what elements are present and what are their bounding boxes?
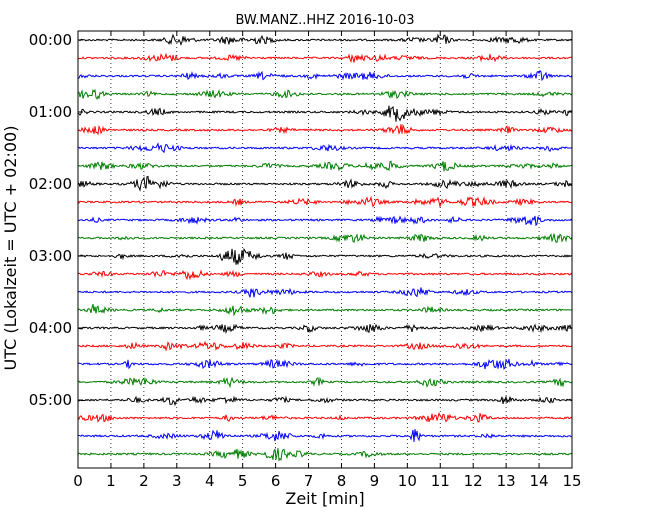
seismic-trace: [77, 105, 573, 122]
x-tick-label: 13: [497, 472, 516, 490]
x-tick-label: 12: [464, 472, 483, 490]
y-tick-labels: 00:00 01:00 02:00 03:00 04:00 05:00: [29, 31, 72, 409]
seismic-trace: [77, 69, 573, 82]
seismic-trace: [77, 160, 573, 172]
seismic-trace: [77, 142, 573, 154]
seismic-trace: [77, 52, 573, 64]
plot-frame: [77, 30, 573, 469]
y-tick-label: 00:00: [29, 31, 72, 49]
seismic-trace: [77, 195, 573, 209]
seismic-trace: [77, 429, 573, 442]
vertical-gridlines: [110, 31, 540, 468]
x-tick-label: 3: [172, 472, 182, 490]
y-tick-label: 01:00: [29, 103, 72, 121]
seismic-trace: [77, 233, 573, 244]
x-tick-label: 10: [398, 472, 417, 490]
x-tick-label: 4: [205, 472, 215, 490]
seismic-trace: [77, 287, 573, 298]
x-tick-label: 5: [238, 472, 248, 490]
x-tick-label: 8: [337, 472, 347, 490]
x-tick-label: 7: [304, 472, 314, 490]
x-tick-label: 1: [106, 472, 116, 490]
y-tick-label: 04:00: [29, 319, 72, 337]
y-axis-label: UTC (Lokalzeit = UTC + 02:00): [1, 126, 20, 371]
axis-ticks: [77, 31, 573, 468]
x-tick-label: 11: [431, 472, 450, 490]
x-tick-label: 0: [73, 472, 83, 490]
x-tick-label: 6: [271, 472, 281, 490]
seismic-trace: [77, 358, 573, 370]
y-tick-label: 02:00: [29, 175, 72, 193]
chart-title: BW.MANZ..HHZ 2016-10-03: [235, 13, 414, 28]
x-tick-label: 15: [562, 472, 581, 490]
y-tick-label: 05:00: [29, 391, 72, 409]
seismic-trace: [77, 303, 573, 317]
seismic-trace: [77, 175, 573, 192]
seismic-trace: [77, 323, 573, 335]
seismic-trace: [77, 269, 573, 281]
x-tick-label: 2: [139, 472, 149, 490]
seismic-trace: [77, 411, 573, 423]
seismic-trace: [77, 123, 573, 136]
x-tick-labels: 0 1 2 3 4 5 6 7 8 9 10 11 12 13 14 15: [73, 472, 581, 490]
x-axis-label: Zeit [min]: [285, 489, 364, 508]
seismic-trace: [77, 340, 573, 352]
seismic-traces: [77, 33, 573, 462]
seismic-trace: [77, 247, 573, 265]
seismic-trace: [77, 215, 573, 227]
x-tick-label: 9: [370, 472, 380, 490]
seismic-trace: [77, 33, 573, 46]
seismic-trace: [77, 88, 573, 100]
seismic-trace: [77, 448, 573, 462]
y-tick-label: 03:00: [29, 247, 72, 265]
seismic-trace: [77, 376, 573, 389]
x-tick-label: 14: [530, 472, 549, 490]
seismic-trace: [77, 395, 573, 407]
